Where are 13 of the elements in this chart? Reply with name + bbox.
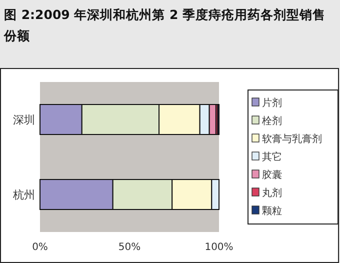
legend-label: 软膏与乳膏剂 — [262, 133, 322, 145]
x-tick-label: 0% — [32, 242, 48, 253]
x-tick-label: 50% — [118, 242, 141, 253]
legend-label: 颗粒 — [262, 206, 282, 217]
y-tick-label: 杭州 — [12, 188, 35, 202]
legend-label: 片剂 — [262, 97, 282, 109]
legend-label: 栓剂 — [261, 115, 282, 127]
y-tick-label: 深圳 — [13, 114, 35, 126]
chart-title: 图 2:2009 年深圳和杭州第 2 季度痔疮用药各剂型销售份额 — [3, 7, 326, 43]
legend-label: 丸剂 — [262, 187, 282, 199]
legend-label: 其它 — [262, 151, 282, 163]
x-tick-label: 100% — [204, 242, 234, 253]
legend-label: 胶囊 — [262, 169, 282, 181]
